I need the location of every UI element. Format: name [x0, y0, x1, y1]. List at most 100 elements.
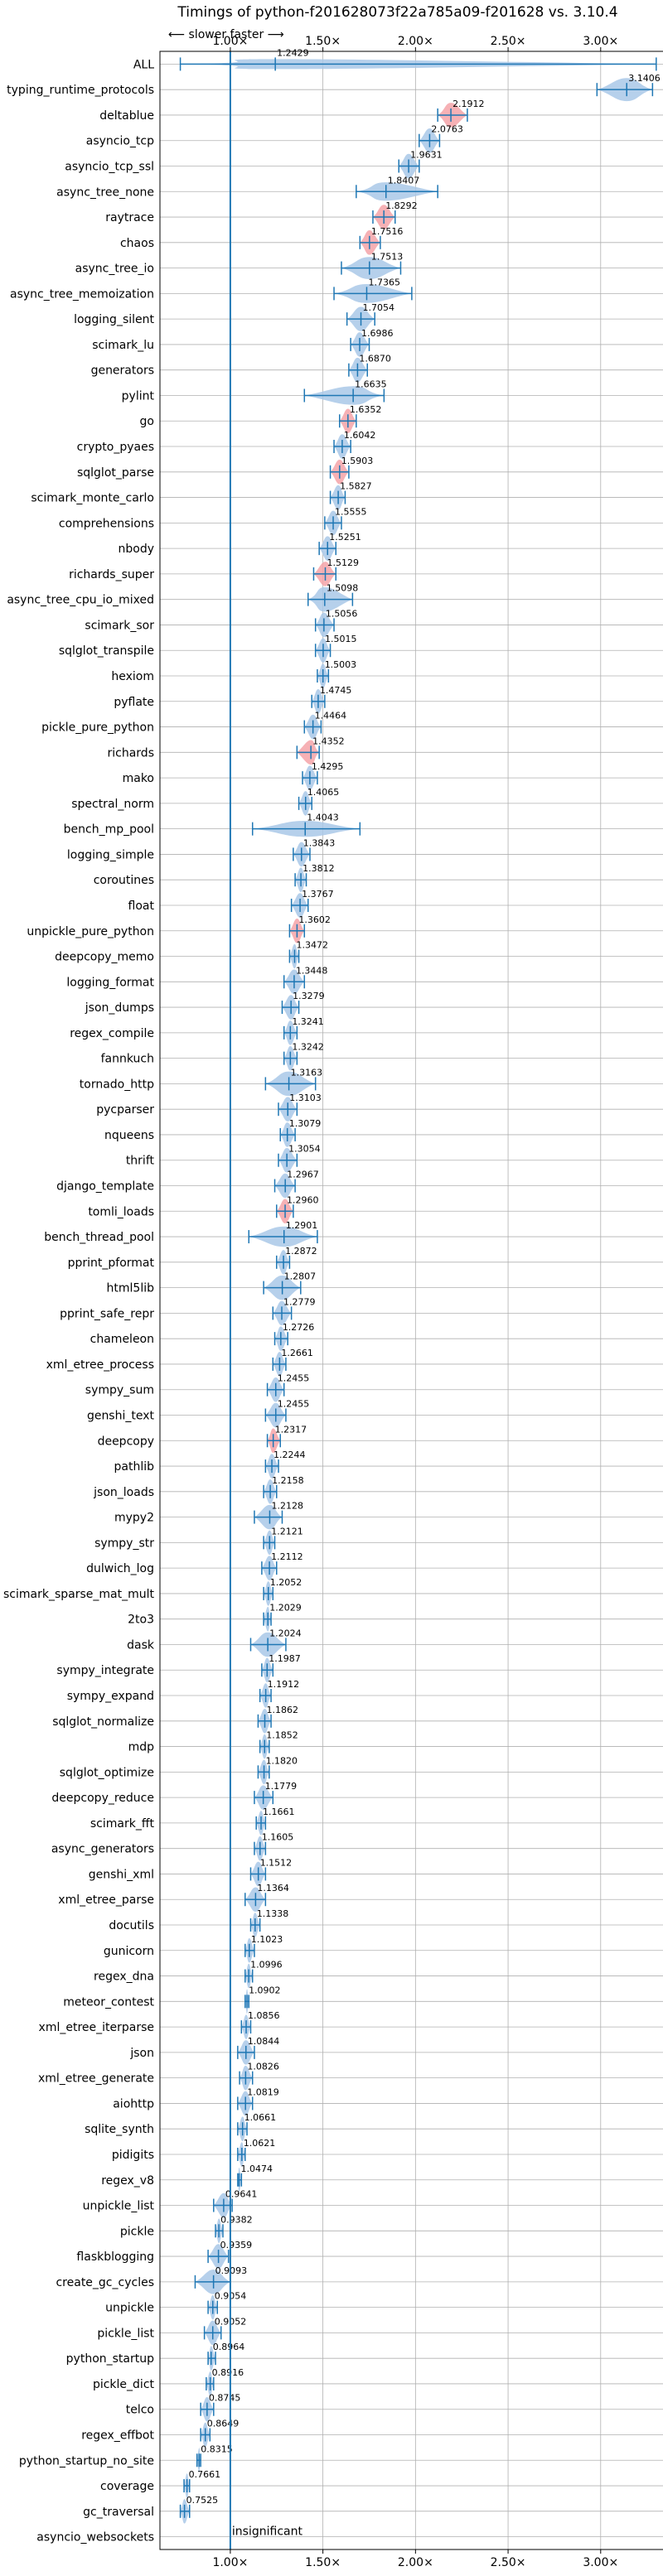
category-label-86: flaskblogging [76, 2250, 154, 2264]
bottom-tick-label-4: 3.00× [583, 2556, 618, 2569]
category-label-2: deltablue [99, 109, 154, 123]
value-label-32: 1.3812 [302, 863, 335, 874]
category-label-7: chaos [120, 237, 154, 250]
category-label-23: sqlglot_transpile [59, 644, 154, 658]
category-label-13: pylint [122, 389, 155, 403]
category-label-73: docutils [109, 1919, 154, 1932]
value-label-19: 1.5251 [329, 532, 361, 543]
value-label-93: 0.8649 [207, 2419, 240, 2429]
value-label-38: 1.3241 [292, 1016, 324, 1027]
value-label-59: 1.2112 [271, 1551, 303, 1562]
category-label-32: coroutines [94, 874, 154, 887]
value-label-57: 1.2128 [271, 1501, 303, 1512]
category-label-64: sympy_expand [67, 1690, 154, 1703]
value-label-6: 1.8292 [385, 200, 418, 211]
category-label-25: pyflate [114, 696, 154, 709]
category-label-0: ALL [133, 58, 154, 71]
category-label-48: html5lib [107, 1282, 155, 1295]
bottom-tick-label-1: 1.50× [305, 2556, 341, 2569]
value-label-50: 1.2726 [283, 1322, 315, 1333]
value-label-44: 1.2967 [287, 1170, 319, 1180]
direction-note: ⟵ slower faster ⟶ [168, 28, 284, 41]
category-label-38: regex_compile [70, 1027, 154, 1040]
value-label-86: 0.9359 [220, 2240, 253, 2250]
category-label-29: spectral_norm [71, 798, 154, 811]
value-label-8: 1.7513 [371, 252, 404, 263]
value-label-28: 1.4295 [312, 761, 344, 772]
value-label-33: 1.3767 [302, 889, 334, 900]
bottom-axis-ticks: 1.00× 1.50× 2.00× 2.50× 3.00× [212, 2549, 618, 2569]
value-label-64: 1.1912 [268, 1679, 300, 1690]
top-axis-ticks: 1.00× 1.50× 2.00× 2.50× 3.00× [212, 35, 618, 51]
value-label-52: 1.2455 [278, 1373, 310, 1384]
category-label-45: tomli_loads [88, 1205, 154, 1218]
category-label-36: logging_format [66, 976, 154, 989]
value-label-77: 1.0856 [248, 2010, 280, 2021]
value-label-94: 0.8315 [201, 2443, 233, 2454]
category-label-34: unpickle_pure_python [27, 925, 154, 938]
grid [160, 51, 663, 2549]
category-label-4: asyncio_tcp_ssl [65, 160, 154, 173]
category-label-51: xml_etree_process [46, 1358, 154, 1372]
value-labels: 1.2429 3.1406 2.1912 2.0763 1.9631 1.8407 1.82… [186, 47, 661, 2505]
violins [179, 57, 657, 2524]
category-label-83: regex_v8 [101, 2174, 154, 2188]
value-label-34: 1.3602 [298, 914, 331, 925]
category-label-58: sympy_str [94, 1536, 154, 1550]
value-label-72: 1.1364 [257, 1883, 289, 1893]
value-label-42: 1.3079 [289, 1118, 322, 1129]
value-label-26: 1.4464 [315, 711, 347, 721]
value-label-67: 1.1820 [266, 1755, 298, 1766]
value-label-45: 1.2960 [287, 1194, 319, 1205]
category-label-14: go [140, 415, 154, 428]
value-label-66: 1.1852 [266, 1730, 298, 1741]
value-label-82: 1.0621 [244, 2138, 276, 2149]
category-label-19: nbody [119, 543, 155, 556]
value-label-10: 1.7054 [363, 302, 395, 313]
category-label-97: asyncio_websockets [36, 2531, 154, 2545]
value-label-0: 1.2429 [277, 47, 309, 58]
top-tick-label-1: 1.50× [305, 35, 341, 48]
category-label-18: comprehensions [59, 517, 154, 530]
value-label-5: 1.8407 [388, 175, 420, 186]
category-label-3: asyncio_tcp [86, 135, 154, 148]
value-label-48: 1.2807 [284, 1271, 317, 1282]
value-label-58: 1.2121 [271, 1526, 303, 1536]
category-label-47: pprint_pformat [68, 1257, 155, 1270]
value-label-84: 0.9641 [225, 2189, 258, 2200]
value-label-13: 1.6635 [355, 379, 387, 389]
category-label-87: create_gc_cycles [56, 2276, 154, 2289]
category-label-1: typing_runtime_protocols [7, 84, 154, 97]
category-label-54: deepcopy [98, 1435, 154, 1448]
bottom-tick-label-3: 2.50× [491, 2556, 526, 2569]
category-label-80: aiohttp [113, 2097, 154, 2110]
value-label-85: 0.9382 [220, 2214, 253, 2225]
category-label-20: richards_super [69, 568, 154, 581]
value-label-55: 1.2244 [273, 1450, 306, 1460]
value-label-92: 0.8745 [209, 2393, 241, 2404]
value-label-70: 1.1605 [262, 1832, 294, 1843]
category-label-37: json_dumps [85, 1001, 154, 1015]
value-label-35: 1.3472 [296, 940, 328, 951]
top-tick-label-0: 1.00× [212, 35, 248, 48]
category-label-74: gunicorn [104, 1945, 154, 1958]
value-label-2: 2.1912 [452, 99, 485, 109]
value-label-17: 1.5827 [340, 481, 372, 492]
value-label-24: 1.5003 [325, 659, 357, 670]
category-label-16: sqlglot_parse [77, 466, 154, 480]
category-label-65: sqlglot_normalize [52, 1715, 154, 1729]
value-label-47: 1.2872 [285, 1246, 317, 1257]
category-label-21: async_tree_cpu_io_mixed [7, 594, 154, 607]
category-label-35: deepcopy_memo [55, 951, 154, 964]
category-label-43: thrift [126, 1155, 155, 1168]
category-label-62: dask [127, 1638, 155, 1652]
category-label-81: sqlite_synth [85, 2123, 154, 2136]
category-label-88: unpickle [105, 2302, 154, 2315]
value-label-75: 1.0996 [250, 1960, 283, 1971]
category-label-30: bench_mp_pool [64, 823, 154, 837]
value-label-14: 1.6352 [350, 404, 382, 415]
plot-frame [159, 51, 663, 2550]
category-label-8: async_tree_io [75, 263, 154, 276]
category-label-68: deepcopy_reduce [51, 1792, 154, 1805]
